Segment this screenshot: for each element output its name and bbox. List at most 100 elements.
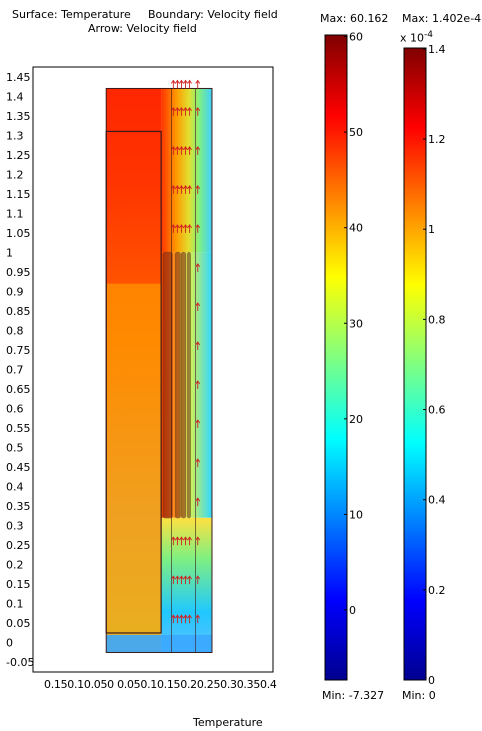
heat-source-boundary xyxy=(105,130,162,634)
y-tick-label: 0.05 xyxy=(6,617,31,630)
velocity-arrow xyxy=(170,106,176,116)
y-tick-label: 1 xyxy=(6,246,13,259)
surface-bottom-strip xyxy=(106,634,212,653)
velocity-colorbar-label: 0.2 xyxy=(428,584,446,597)
temperature-colorbar-label: 10 xyxy=(349,508,363,521)
velocity-colorbar-label: 1.4 xyxy=(428,43,446,56)
y-tick-label: 0.5 xyxy=(6,442,24,455)
velocity-arrow xyxy=(175,614,180,624)
temperature-colorbar-label: 30 xyxy=(349,317,363,330)
velocity-arrow xyxy=(170,146,176,155)
velocity-arrow xyxy=(195,419,201,429)
fin-boundary xyxy=(162,251,173,519)
y-tick-label: 1.1 xyxy=(6,207,24,220)
temperature-colorbar-label: 50 xyxy=(349,126,363,139)
velocity-arrow xyxy=(195,302,201,311)
y-tick-label: 0.7 xyxy=(6,364,24,377)
y-tick-label: 0.9 xyxy=(6,285,24,298)
velocity-arrow xyxy=(195,263,201,272)
velocity-arrow xyxy=(187,79,192,89)
velocity-arrow xyxy=(195,106,201,116)
y-tick-label: 0.75 xyxy=(6,344,31,357)
boundary-title: Boundary: Velocity field xyxy=(148,8,278,21)
velocity-arrow xyxy=(170,614,176,624)
velocity-max-label: Max: 1.402e-4 xyxy=(402,12,482,25)
velocity-arrow xyxy=(183,536,188,546)
velocity-arrow xyxy=(183,575,188,585)
y-tick-label: 1.3 xyxy=(6,129,24,142)
y-tick-label: 1.4 xyxy=(6,90,24,103)
temperature-colorbar-label: 0 xyxy=(349,604,356,617)
velocity-arrow xyxy=(195,185,201,194)
velocity-arrow xyxy=(179,185,184,194)
y-tick-label: 0 xyxy=(6,637,13,650)
velocity-colorbar-label: 0.4 xyxy=(428,494,446,507)
arrow-title: Arrow: Velocity field xyxy=(88,22,197,35)
y-tick-label: 0.15 xyxy=(6,578,31,591)
velocity-arrow xyxy=(195,380,201,390)
velocity-arrow xyxy=(179,614,184,624)
surface-hot-region xyxy=(106,88,162,284)
velocity-arrow xyxy=(175,106,180,116)
velocity-arrow xyxy=(187,536,192,546)
velocity-arrow xyxy=(175,536,180,546)
velocity-arrow xyxy=(179,106,184,116)
y-tick-label: 0.65 xyxy=(6,383,31,396)
temperature-colorbar-label: 20 xyxy=(349,413,363,426)
velocity-arrow xyxy=(170,224,176,233)
velocity-scale-base: x 10 xyxy=(400,31,425,45)
y-tick-label: 0.25 xyxy=(6,539,31,552)
y-tick-label: 1.45 xyxy=(6,71,31,84)
y-tick-label: 0.8 xyxy=(6,324,24,337)
velocity-arrow xyxy=(175,224,180,233)
y-tick-label: 0.45 xyxy=(6,461,31,474)
velocity-arrow xyxy=(187,575,192,585)
velocity-colorbar-label: 1.2 xyxy=(428,133,446,146)
y-tick-label: 1.05 xyxy=(6,227,31,240)
velocity-arrow xyxy=(170,185,176,194)
velocity-arrow xyxy=(195,341,201,350)
velocity-arrow xyxy=(187,106,192,116)
velocity-arrow xyxy=(179,224,184,233)
temperature-colorbar xyxy=(324,34,348,681)
velocity-arrow xyxy=(195,497,201,507)
y-tick-label: 1.15 xyxy=(6,188,31,201)
velocity-arrow xyxy=(187,224,192,233)
temperature-colorbar-label: 40 xyxy=(349,222,363,235)
velocity-arrow xyxy=(170,536,176,546)
velocity-arrow xyxy=(175,79,180,89)
x-tick-labels: 0.150.10.050 0.050.10.150.20.250.30.350.… xyxy=(44,678,277,691)
velocity-arrow xyxy=(195,614,201,624)
surface-lower-channel xyxy=(161,517,212,653)
velocity-arrow xyxy=(195,79,201,89)
y-tick-label: 1.25 xyxy=(6,149,31,162)
velocity-arrow xyxy=(170,575,176,585)
y-tick-label: 0.1 xyxy=(6,598,24,611)
y-tick-label: 1.2 xyxy=(6,168,24,181)
velocity-arrow xyxy=(187,614,192,624)
velocity-scale-label: x 10-4 xyxy=(400,30,433,45)
velocity-arrow xyxy=(183,185,188,194)
velocity-arrow xyxy=(183,614,188,624)
y-tick-label: 0.3 xyxy=(6,520,24,533)
fin-boundary xyxy=(180,251,187,519)
velocity-arrow xyxy=(195,146,201,155)
velocity-arrow xyxy=(183,79,188,89)
surface-title: Surface: Temperature xyxy=(12,8,131,21)
velocity-min-label: Min: 0 xyxy=(402,689,436,702)
velocity-scale-exponent: -4 xyxy=(424,30,433,40)
velocity-arrow xyxy=(183,146,188,155)
fin-boundary xyxy=(187,251,191,519)
velocity-arrow xyxy=(187,146,192,155)
velocity-arrow xyxy=(179,79,184,89)
velocity-arrow xyxy=(175,146,180,155)
velocity-arrow xyxy=(175,185,180,194)
velocity-arrow xyxy=(179,575,184,585)
velocity-colorbar-label: 0 xyxy=(428,674,435,687)
temperature-max-label: Max: 60.162 xyxy=(320,12,389,25)
surface-fin-region xyxy=(161,252,212,518)
velocity-arrow xyxy=(179,536,184,546)
y-tick-label: 0.55 xyxy=(6,422,31,435)
velocity-arrow xyxy=(179,146,184,155)
